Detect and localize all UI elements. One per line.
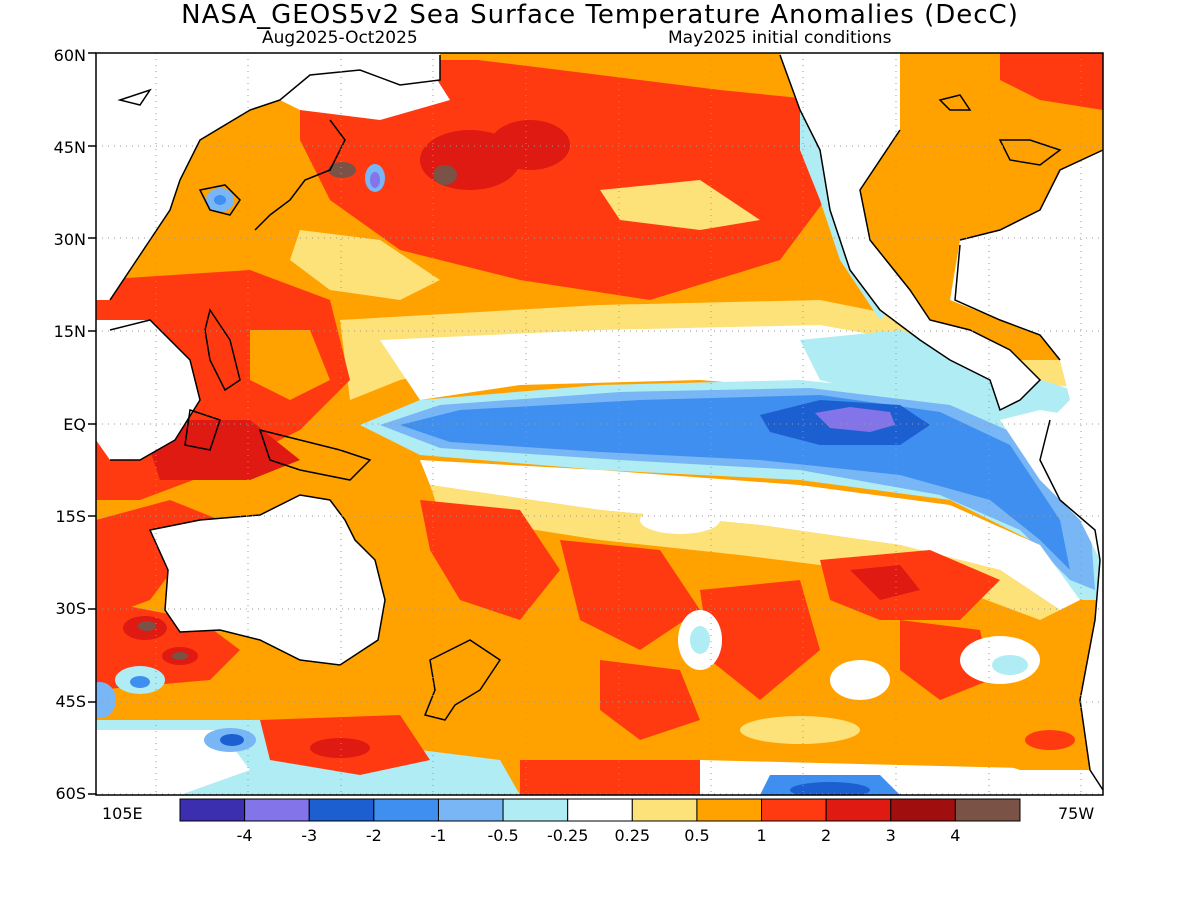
colorbar-tick-label: 0.5 (684, 826, 710, 845)
initial-conditions: May2025 initial conditions (668, 28, 892, 48)
colorbar-tick-label: 2 (821, 826, 832, 845)
colorbar-swatch (825, 798, 892, 822)
lat-label-45n: 45N (53, 138, 86, 157)
colorbar-tick-label: -2 (365, 826, 382, 845)
colorbar-tick-label: -0.25 (546, 826, 589, 845)
coastlines (109, 54, 1104, 791)
colorbar-swatch (437, 798, 504, 822)
graticule (96, 53, 1103, 795)
lat-label-15s: 15S (55, 507, 86, 526)
colorbar-swatch (567, 798, 633, 822)
map-title: NASA_GEOS5v2 Sea Surface Temperature Ano… (181, 0, 1019, 30)
lat-label-30n: 30N (53, 230, 86, 249)
lat-label-60s: 60S (55, 784, 86, 803)
colorbar-swatch (761, 798, 827, 822)
colorbar-swatch (373, 798, 439, 822)
colorbar-swatch (696, 798, 763, 822)
colorbar-swatch (954, 798, 1021, 822)
colorbar-swatch (502, 798, 569, 822)
colorbar-swatch (308, 798, 375, 822)
colorbar-swatch (244, 798, 310, 822)
lon-label-left: 105E (102, 804, 143, 823)
colorbar-swatch (890, 798, 956, 822)
forecast-period: Aug2025-Oct2025 (262, 28, 418, 48)
anomaly-field (96, 53, 1103, 795)
axis-ticks (88, 52, 96, 795)
lat-label-60n: 60N (53, 46, 86, 65)
lat-label-30s: 30S (55, 599, 86, 618)
colorbar-tick-label: -3 (301, 826, 318, 845)
colorbar (179, 798, 1021, 822)
colorbar-tick-label: -4 (236, 826, 253, 845)
colorbar-tick-label: 3 (885, 826, 896, 845)
colorbar-tick-label: -1 (430, 826, 447, 845)
colorbar-swatch (631, 798, 698, 822)
colorbar-tick-label: 1 (756, 826, 767, 845)
lat-label-45s: 45S (55, 692, 86, 711)
colorbar-tick-label: 4 (950, 826, 961, 845)
colorbar-tick-label: 0.25 (614, 826, 651, 845)
lon-label-right: 75W (1058, 804, 1095, 823)
colorbar-swatch (179, 798, 246, 822)
lat-label-15n: 15N (53, 322, 86, 341)
lat-label-eq: EQ (63, 415, 86, 434)
colorbar-tick-label: -0.5 (487, 826, 519, 845)
